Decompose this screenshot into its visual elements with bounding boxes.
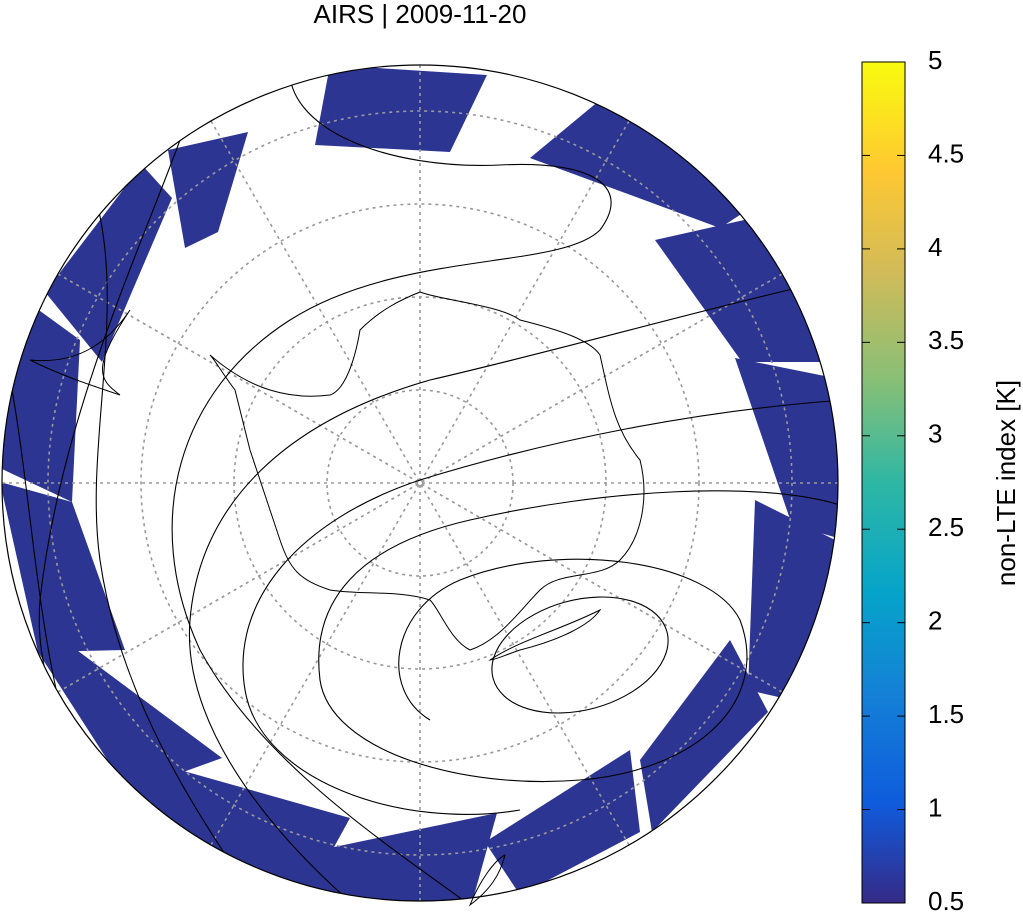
colorbar <box>861 61 906 904</box>
graticule <box>2 65 838 901</box>
colorbar-tick-label: 4 <box>928 232 942 262</box>
contours <box>2 65 838 901</box>
colorbar-tick-label: 5 <box>928 45 942 75</box>
colorbar-label: non-LTE index [K] <box>991 380 1021 586</box>
colorbar-tick-label: 3 <box>928 419 942 449</box>
coastline <box>29 291 645 907</box>
colorbar-tick-label: 0.5 <box>928 886 964 913</box>
swaths <box>2 65 838 901</box>
colorbar-ticks: 0.5 1 1.5 2 2.5 3 3.5 4 4.5 5 <box>862 45 964 916</box>
colorbar-tick-label: 4.5 <box>928 138 964 168</box>
colorbar-tick-label: 1 <box>928 792 942 822</box>
colorbar-tick-label: 2 <box>928 606 942 636</box>
colorbar-tick-label: 3.5 <box>928 325 964 355</box>
colorbar-tick-label: 2.5 <box>928 512 964 542</box>
colorbar-tick-label: 1.5 <box>928 699 964 729</box>
map-title: AIRS | 2009-11-20 <box>314 0 527 29</box>
map-border <box>1 64 839 902</box>
